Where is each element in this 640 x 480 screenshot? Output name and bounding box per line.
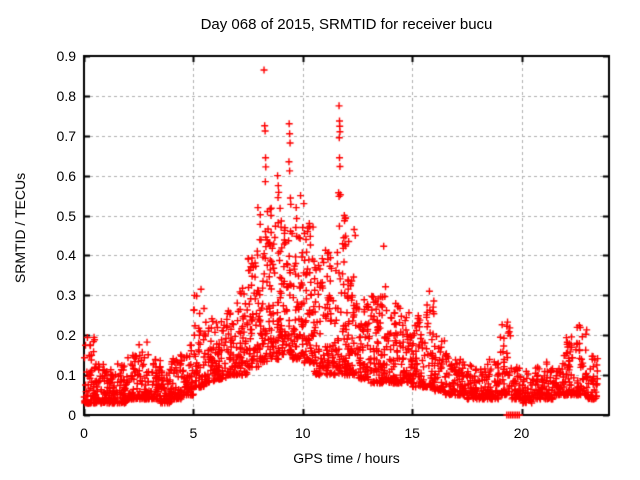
x-tick-label: 20	[513, 425, 530, 441]
y-tick-label: 0.6	[56, 167, 76, 184]
y-tick-label: 0.9	[56, 48, 76, 64]
y-tick-label: 0.3	[56, 287, 76, 304]
y-tick-label: 0.4	[56, 247, 76, 264]
y-axis-label: SRMTID / TECUs	[12, 172, 28, 284]
x-tick-label: 10	[294, 425, 311, 441]
x-tick-label: 0	[80, 425, 88, 441]
y-tick-label: 0.7	[56, 127, 76, 144]
x-tick-label: 5	[189, 425, 198, 441]
y-tick-label: 0.1	[56, 367, 76, 384]
y-tick-label: 0.5	[56, 207, 76, 224]
y-tick-label: 0.8	[56, 87, 76, 104]
y-tick-label: 0.2	[56, 327, 76, 344]
y-tick-label: 0	[68, 407, 76, 423]
x-axis-label: GPS time / hours	[293, 450, 400, 466]
chart-title: Day 068 of 2015, SRMTID for receiver buc…	[200, 16, 493, 33]
x-tick-label: 15	[404, 425, 420, 441]
